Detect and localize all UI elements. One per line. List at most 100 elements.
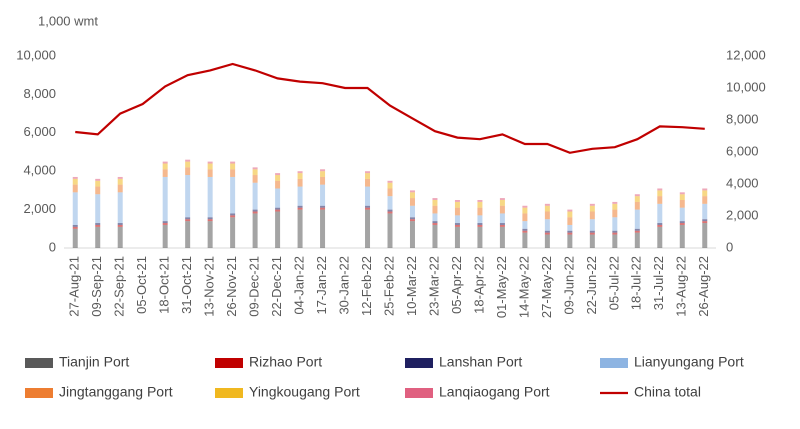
bar-segment: [207, 219, 213, 222]
legend-label: Lianyungang Port: [634, 354, 744, 370]
x-tick-label: 26-Nov-21: [224, 256, 239, 317]
legend-swatch: [405, 358, 433, 368]
bar-segment: [454, 207, 460, 216]
bar-segment: [387, 182, 393, 189]
y-axis-title: 1,000 wmt: [38, 13, 98, 28]
bar-segment: [117, 192, 123, 224]
bar-segment: [252, 211, 258, 214]
bar-segment: [297, 207, 303, 210]
bar-segment: [95, 178, 101, 181]
y-tick-label: 2,000: [23, 201, 56, 216]
bar-segment: [612, 234, 618, 248]
y-tick-label: 6,000: [23, 124, 56, 139]
bar-segment: [477, 223, 483, 225]
legend-label: Jingtanggang Port: [59, 384, 173, 400]
bar-segment: [72, 184, 78, 193]
bar-segment: [589, 211, 595, 220]
bar-segment: [387, 180, 393, 183]
bar-segment: [702, 188, 708, 191]
bar-segment: [567, 211, 573, 218]
bar-segment: [454, 201, 460, 208]
bar-segment: [320, 209, 326, 248]
bar-segment: [522, 205, 528, 208]
bar-segment: [297, 173, 303, 179]
bar-segment: [252, 175, 258, 183]
bar-segment: [567, 230, 573, 233]
bar-segment: [589, 230, 595, 233]
bar-segment: [365, 178, 371, 187]
bar-segment: [207, 217, 213, 220]
x-tick-label: 17-Jan-22: [314, 256, 329, 315]
x-tick-label: 13-Aug-22: [674, 256, 689, 317]
bar-segment: [679, 192, 685, 195]
bar-segment: [589, 234, 595, 248]
x-tick-label: 14-May-22: [516, 256, 531, 318]
x-tick-label: 30-Jan-22: [336, 256, 351, 315]
bar-segment: [454, 200, 460, 202]
bar-segment: [612, 230, 618, 233]
y2-tick-label: 10,000: [726, 79, 766, 94]
bar-segment: [162, 169, 168, 177]
bar-segment: [387, 188, 393, 197]
bar-segment: [612, 209, 618, 218]
y2-tick-label: 8,000: [726, 111, 759, 126]
bar-segment: [409, 221, 415, 248]
y2-tick-label: 12,000: [726, 47, 766, 62]
bar-segment: [499, 223, 505, 225]
bar-segment: [185, 221, 191, 248]
bar-segment: [679, 194, 685, 200]
bar-segment: [275, 188, 281, 208]
bar-segment: [365, 209, 371, 248]
bar-segment: [679, 224, 685, 248]
bar-segment: [634, 209, 640, 229]
bar-segment: [387, 209, 393, 212]
bar-segment: [162, 176, 168, 222]
bar-segment: [162, 221, 168, 224]
bar-segment: [589, 203, 595, 206]
bar-segment: [252, 167, 258, 170]
y2-tick-label: 4,000: [726, 175, 759, 190]
legend-label: Lanshan Port: [439, 354, 522, 370]
bar-segment: [409, 192, 415, 199]
bar-segment: [432, 200, 438, 206]
bar-segment: [297, 178, 303, 187]
bar-segment: [612, 201, 618, 204]
bar-segment: [702, 196, 708, 204]
x-tick-label: 01-May-22: [494, 256, 509, 318]
bar-segment: [477, 224, 483, 227]
x-tick-label: 18-Jul-22: [629, 256, 644, 310]
x-tick-label: 18-Apr-22: [471, 256, 486, 314]
bar-segment: [275, 173, 281, 176]
bar-segment: [185, 159, 191, 162]
bar-segment: [544, 219, 550, 231]
bar-segment: [207, 221, 213, 248]
bar-segment: [162, 223, 168, 225]
legend-label: Lanqiaogang Port: [439, 384, 550, 400]
bar-segment: [679, 207, 685, 222]
y2-tick-label: 6,000: [726, 143, 759, 158]
bar-segment: [320, 184, 326, 206]
bar-segment: [95, 226, 101, 248]
bar-segment: [544, 205, 550, 212]
y-tick-label: 0: [49, 239, 56, 254]
bar-segment: [432, 205, 438, 214]
bar-segment: [589, 232, 595, 235]
bar-segment: [320, 169, 326, 172]
bar-segment: [454, 226, 460, 248]
bar-segment: [297, 171, 303, 174]
x-tick-label: 22-Sep-21: [112, 256, 127, 317]
bar-segment: [365, 171, 371, 174]
x-tick-label: 23-Mar-22: [426, 256, 441, 316]
bar-segment: [499, 205, 505, 214]
bar-segment: [544, 232, 550, 235]
legend-swatch: [600, 358, 628, 368]
x-tick-label: 05-Apr-22: [449, 256, 464, 314]
bar-segment: [657, 196, 663, 204]
x-tick-label: 25-Feb-22: [381, 256, 396, 316]
bar-segment: [612, 217, 618, 231]
bar-segment: [544, 234, 550, 248]
bar-segment: [409, 198, 415, 206]
legend-swatch: [405, 388, 433, 398]
bar-segment: [612, 203, 618, 210]
bar-segment: [185, 167, 191, 176]
